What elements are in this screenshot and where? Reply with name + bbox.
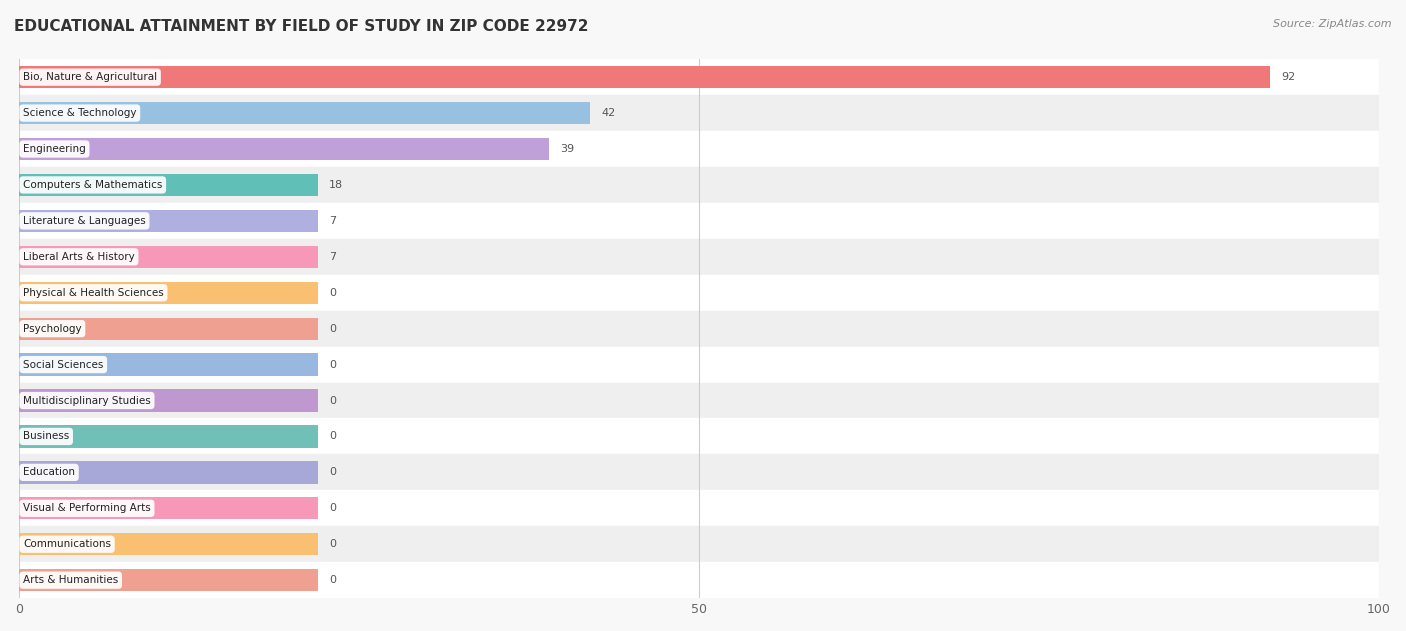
Text: Business: Business [22,432,69,442]
Text: Psychology: Psychology [22,324,82,334]
Text: 7: 7 [329,216,336,226]
Bar [20,526,1379,562]
Text: Bio, Nature & Agricultural: Bio, Nature & Agricultural [22,72,157,82]
Bar [20,454,1379,490]
Text: Engineering: Engineering [22,144,86,154]
Bar [20,461,318,483]
Text: Science & Technology: Science & Technology [22,108,136,118]
Bar [20,209,318,232]
Bar [20,281,318,304]
Bar [20,239,1379,274]
Text: Social Sciences: Social Sciences [22,360,104,370]
Text: 0: 0 [329,396,336,406]
Text: Arts & Humanities: Arts & Humanities [22,575,118,585]
Bar [20,102,591,124]
Text: EDUCATIONAL ATTAINMENT BY FIELD OF STUDY IN ZIP CODE 22972: EDUCATIONAL ATTAINMENT BY FIELD OF STUDY… [14,19,589,34]
Bar [20,533,318,555]
Bar [20,310,1379,346]
Bar [20,167,1379,203]
Bar [20,418,1379,454]
Text: 92: 92 [1281,72,1295,82]
Text: 0: 0 [329,575,336,585]
Bar [20,382,1379,418]
Text: Communications: Communications [22,540,111,549]
Bar [20,569,318,591]
Text: Visual & Performing Arts: Visual & Performing Arts [22,504,150,513]
Bar [20,174,318,196]
Bar [20,59,1379,95]
Bar [20,425,318,447]
Bar [20,353,318,375]
Text: Education: Education [22,468,75,478]
Text: Physical & Health Sciences: Physical & Health Sciences [22,288,165,298]
Text: 18: 18 [329,180,343,190]
Bar [20,346,1379,382]
Bar [20,497,318,519]
Text: 0: 0 [329,288,336,298]
Bar [20,389,318,411]
Bar [20,66,1270,88]
Text: Literature & Languages: Literature & Languages [22,216,146,226]
Bar [20,203,1379,239]
Text: 0: 0 [329,504,336,513]
Text: 0: 0 [329,324,336,334]
Bar [20,138,550,160]
Bar [20,131,1379,167]
Bar [20,245,318,268]
Text: 0: 0 [329,540,336,549]
Text: Liberal Arts & History: Liberal Arts & History [22,252,135,262]
Text: 42: 42 [602,108,616,118]
Text: 0: 0 [329,468,336,478]
Bar [20,317,318,339]
Text: Source: ZipAtlas.com: Source: ZipAtlas.com [1274,19,1392,29]
Bar [20,95,1379,131]
Bar [20,274,1379,310]
Text: 0: 0 [329,432,336,442]
Text: 0: 0 [329,360,336,370]
Text: 39: 39 [561,144,575,154]
Text: Computers & Mathematics: Computers & Mathematics [22,180,163,190]
Text: 7: 7 [329,252,336,262]
Bar [20,490,1379,526]
Bar [20,562,1379,598]
Text: Multidisciplinary Studies: Multidisciplinary Studies [22,396,150,406]
